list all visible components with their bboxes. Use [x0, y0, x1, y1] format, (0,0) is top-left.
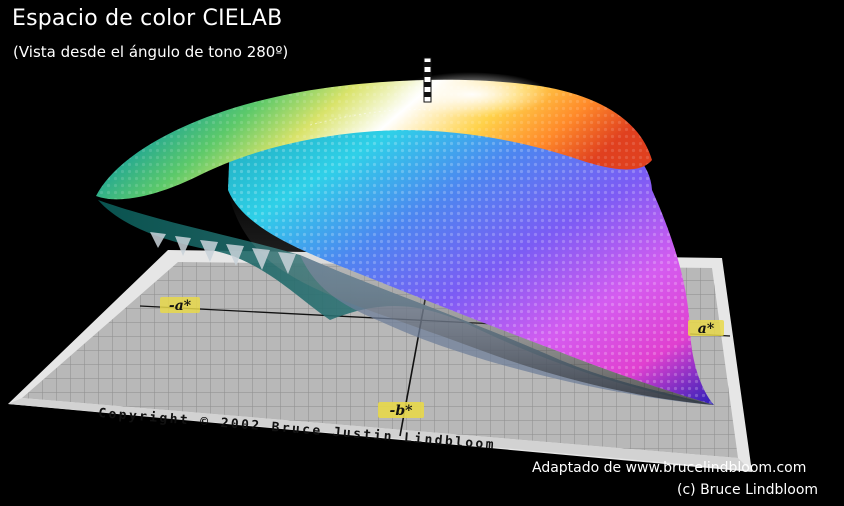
gamut-top-surface: [96, 72, 652, 200]
neg-b-tag: -b*: [378, 402, 424, 419]
gamut-spikes: [150, 232, 296, 274]
pos-a-tag: a*: [688, 320, 724, 337]
gamut-solid: [228, 100, 714, 405]
neg-b-label: -b*: [390, 403, 414, 419]
page-title: Espacio de color CIELAB: [12, 6, 283, 31]
pos-a-label: a*: [698, 321, 715, 337]
page-subtitle: (Vista desde el ángulo de tono 280º): [13, 43, 289, 61]
adapted-credit: Adaptado de www.brucelindbloom.com: [532, 460, 807, 476]
author-credit: (c) Bruce Lindbloom: [677, 482, 819, 498]
neg-a-label: -a*: [169, 298, 192, 314]
neg-a-tag: -a*: [160, 297, 200, 314]
l-axis-marker: [423, 57, 432, 103]
